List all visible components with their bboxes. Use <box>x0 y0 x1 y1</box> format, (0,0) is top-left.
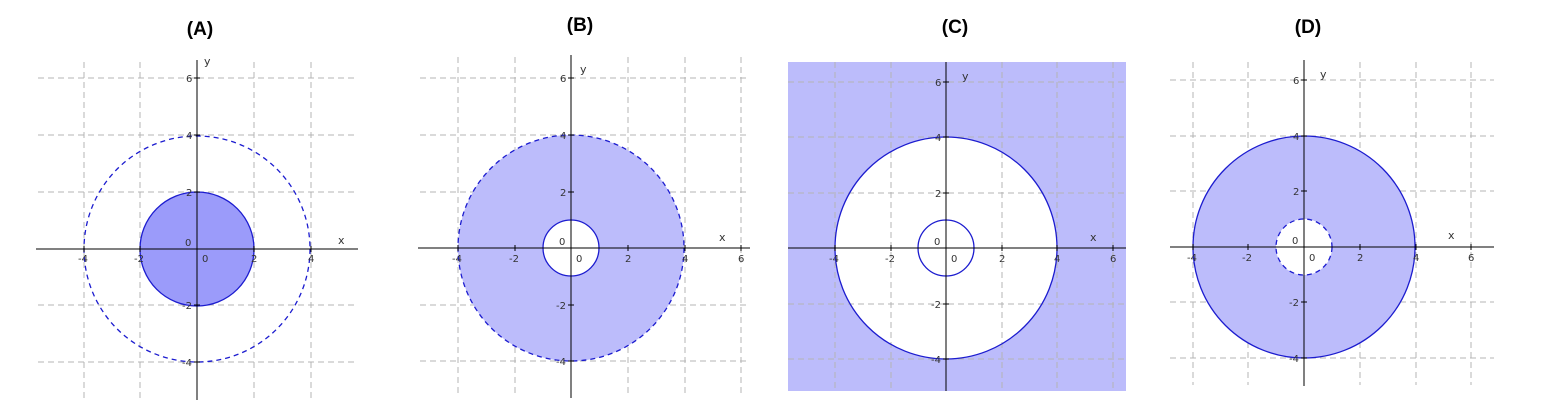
panel-title: (A) <box>186 19 214 40</box>
origin-label: 0 <box>1292 236 1298 247</box>
origin-x-label: 0 <box>1309 253 1315 264</box>
shaded-annulus <box>458 135 684 361</box>
axis-ticks <box>457 77 742 362</box>
y-tick-label: 4 <box>935 133 941 144</box>
y-tick-label: 4 <box>1293 132 1299 143</box>
origin-x-label: 0 <box>951 254 957 265</box>
y-axis-label: y <box>962 70 969 83</box>
y-axis-label: y <box>204 55 211 68</box>
origin-label: 0 <box>185 238 191 249</box>
x-tick-label: -2 <box>1242 253 1252 264</box>
x-tick-label: 2 <box>625 254 631 265</box>
axis-ticks <box>83 77 312 363</box>
y-tick-label: 6 <box>186 74 192 85</box>
y-tick-label: -2 <box>1289 298 1299 309</box>
shaded-annulus <box>1193 136 1415 358</box>
x-tick-label: 2 <box>251 254 257 265</box>
y-tick-label: 2 <box>186 188 192 199</box>
y-tick-label: 6 <box>935 78 941 89</box>
x-tick-label: 6 <box>738 254 744 265</box>
x-axis-label: x <box>1090 231 1097 244</box>
y-tick-label: -2 <box>182 301 192 312</box>
y-tick-label: -2 <box>931 300 941 311</box>
y-tick-label: 6 <box>560 74 566 85</box>
y-tick-label: -4 <box>182 358 192 369</box>
x-tick-label: 4 <box>1413 253 1419 264</box>
x-tick-label: -4 <box>452 254 462 265</box>
origin-label: 0 <box>559 237 565 248</box>
x-tick-label: 2 <box>1357 253 1363 264</box>
panel-title: (C) <box>941 17 969 38</box>
x-tick-label: -2 <box>134 254 144 265</box>
x-tick-label: -4 <box>829 254 839 265</box>
axis-ticks <box>1192 79 1472 359</box>
y-tick-label: -4 <box>1289 354 1299 365</box>
x-axis-label: x <box>1448 229 1455 242</box>
x-axis-label: x <box>719 231 726 244</box>
x-tick-label: -4 <box>1187 253 1197 264</box>
x-tick-label: 4 <box>682 254 688 265</box>
x-axis-label: x <box>338 234 345 247</box>
y-tick-label: 2 <box>935 189 941 200</box>
x-tick-label: -2 <box>885 254 895 265</box>
x-tick-label: 2 <box>999 254 1005 265</box>
panel-title: (D) <box>1294 17 1322 38</box>
y-axis-label: y <box>580 63 587 76</box>
y-tick-label: -4 <box>556 357 566 368</box>
x-tick-label: 6 <box>1468 253 1474 264</box>
y-axis-label: y <box>1320 68 1327 81</box>
x-tick-label: 4 <box>308 254 314 265</box>
x-tick-label: -4 <box>78 254 88 265</box>
y-tick-label: 4 <box>560 131 566 142</box>
x-tick-label: -2 <box>509 254 519 265</box>
y-tick-label: 2 <box>1293 187 1299 198</box>
x-tick-label: 6 <box>1110 254 1116 265</box>
panel-title: (B) <box>566 15 594 36</box>
origin-x-label: 0 <box>576 254 582 265</box>
origin-label: 0 <box>934 237 940 248</box>
y-tick-label: 6 <box>1293 76 1299 87</box>
y-tick-label: 2 <box>560 188 566 199</box>
grid-lines <box>788 62 1126 391</box>
y-tick-label: -4 <box>931 355 941 366</box>
x-tick-label: 4 <box>1054 254 1060 265</box>
y-tick-label: -2 <box>556 301 566 312</box>
axis-ticks <box>834 81 1114 360</box>
y-tick-label: 4 <box>186 131 192 142</box>
origin-x-label: 0 <box>202 254 208 265</box>
